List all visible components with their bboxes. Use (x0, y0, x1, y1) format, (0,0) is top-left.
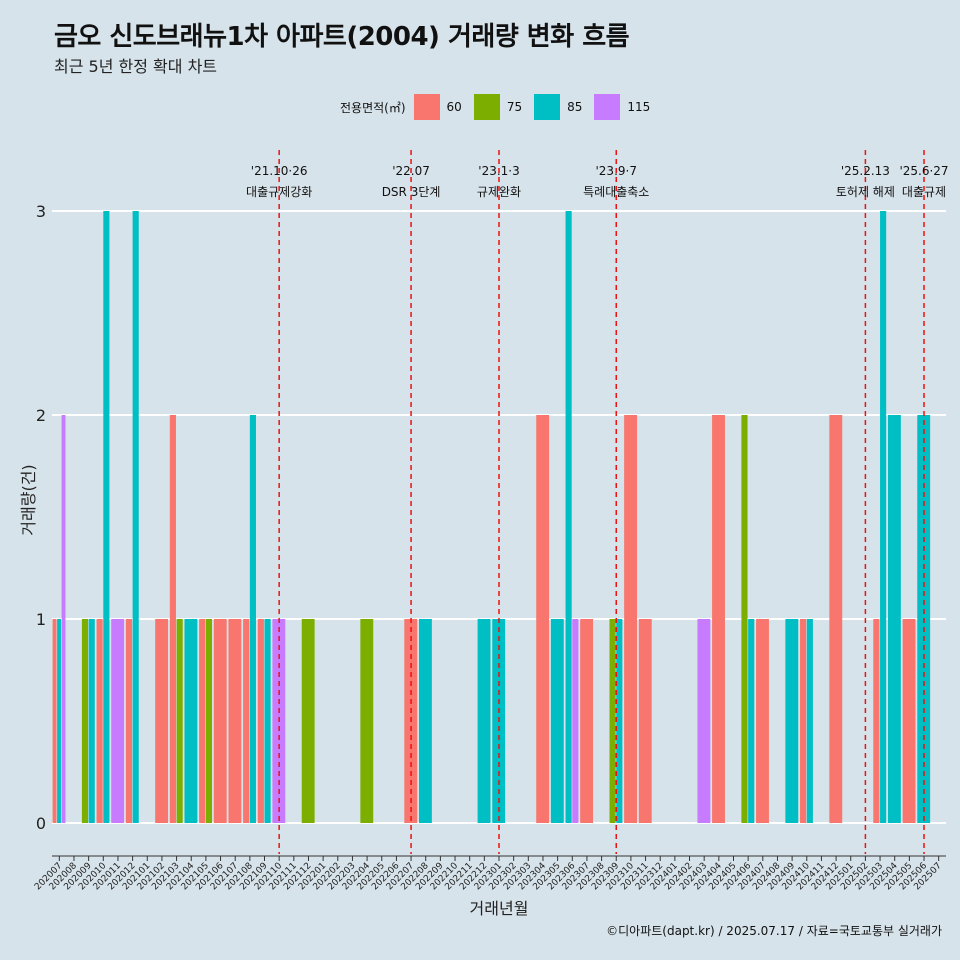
bar-202503-60 (873, 619, 880, 823)
bar-202304-60 (536, 415, 550, 823)
chart-subtitle: 최근 5년 한정 확대 차트 (54, 57, 218, 76)
bar-202007-115 (61, 415, 66, 823)
y-tick-label: 2 (36, 406, 46, 425)
bar-202311-60 (638, 619, 652, 823)
bar-202010-60 (96, 619, 103, 823)
bar-202412-60 (829, 415, 843, 823)
bar-202106-60 (213, 619, 227, 823)
legend-item-75: 75 (473, 94, 523, 120)
bar-202410-60 (800, 619, 807, 823)
event-label: DSR 3단계 (382, 185, 441, 199)
source-caption: ©디아파트(dapt.kr) / 2025.07.17 / 자료=국토교통부 실… (606, 924, 942, 938)
event-date-label: '25.2.13 (841, 164, 890, 178)
bar-202007-60 (52, 619, 57, 823)
legend-swatch-60 (413, 94, 440, 120)
event-label: 토허제 해제 (836, 185, 895, 199)
bar-202102-60 (155, 619, 169, 823)
bar-202406-85 (748, 619, 755, 823)
bar-202108-85 (249, 415, 256, 823)
event-date-label: '23.1·3 (478, 164, 519, 178)
bar-202307-60 (580, 619, 594, 823)
y-tick-label: 0 (36, 814, 46, 833)
event-date-label: '25.6·27 (899, 164, 948, 178)
event-label: 규제완화 (477, 185, 521, 199)
bar-202403-115 (697, 619, 711, 823)
bar-202105-60 (199, 619, 206, 823)
bar-202007-85 (57, 619, 61, 823)
legend-swatch-115 (594, 94, 621, 120)
event-date-label: '23.9·7 (596, 164, 637, 178)
legend-item-60: 60 (413, 94, 462, 120)
legend-swatch-85 (534, 94, 561, 120)
bar-202407-60 (756, 619, 769, 823)
bar-202208-85 (418, 619, 432, 823)
bar-202009-85 (88, 619, 95, 823)
event-date-label: '22.07 (392, 164, 430, 178)
bar-202410-85 (806, 619, 813, 823)
bar-202011-115 (111, 619, 125, 823)
x-axis-title: 거래년월 (470, 899, 529, 918)
bar-202404-60 (712, 415, 725, 823)
bar-202109-85 (264, 619, 271, 823)
bar-202012-60 (125, 619, 132, 823)
bar-202212-85 (477, 619, 491, 823)
bar-202104-85 (184, 619, 198, 823)
bar-202409-85 (785, 619, 799, 823)
bar-202107-60 (228, 619, 242, 823)
legend-label-75: 75 (506, 100, 523, 114)
bar-202505-60 (902, 619, 916, 823)
bar-202503-85 (880, 211, 887, 823)
bar-202204-75 (360, 619, 374, 823)
legend: 전용면적(㎡) 60 75 85 115 (340, 94, 662, 120)
bar-202009-75 (81, 619, 89, 823)
bar-202103-60 (169, 415, 176, 823)
chart-title: 금오 신도브래뉴1차 아파트(2004) 거래량 변화 흐름 (54, 22, 630, 52)
bar-202109-60 (257, 619, 264, 823)
bar-202012-85 (132, 211, 139, 823)
bar-202406-75 (741, 415, 748, 823)
bar-202105-75 (205, 619, 213, 823)
legend-label-60: 60 (446, 100, 462, 114)
bar-202305-85 (550, 619, 564, 823)
legend-label-115: 115 (627, 100, 651, 114)
legend-item-115: 115 (594, 94, 650, 120)
event-label: 대출규제강화 (246, 185, 312, 199)
bar-202309-85 (616, 619, 623, 823)
legend-title: 전용면적(㎡) (340, 100, 406, 115)
bar-202010-85 (103, 211, 110, 823)
bar-202306-115 (572, 619, 579, 823)
legend-label-85: 85 (567, 100, 583, 114)
bar-202306-85 (565, 211, 572, 823)
bar-202103-75 (176, 619, 183, 823)
event-label: 특례대출축소 (583, 185, 649, 199)
y-tick-label: 1 (36, 610, 46, 629)
bar-202112-75 (301, 619, 315, 823)
bar-202310-60 (624, 415, 638, 823)
y-tick-label: 3 (36, 202, 46, 221)
bar-202309-75 (609, 619, 616, 823)
legend-swatch-75 (473, 94, 500, 120)
event-date-label: '21.10·26 (251, 164, 308, 178)
bar-202108-60 (243, 619, 250, 823)
y-axis-title: 거래량(건) (19, 464, 38, 535)
event-label: 대출규제 (902, 185, 946, 199)
legend-item-85: 85 (534, 94, 582, 120)
bar-202504-85 (887, 415, 901, 823)
